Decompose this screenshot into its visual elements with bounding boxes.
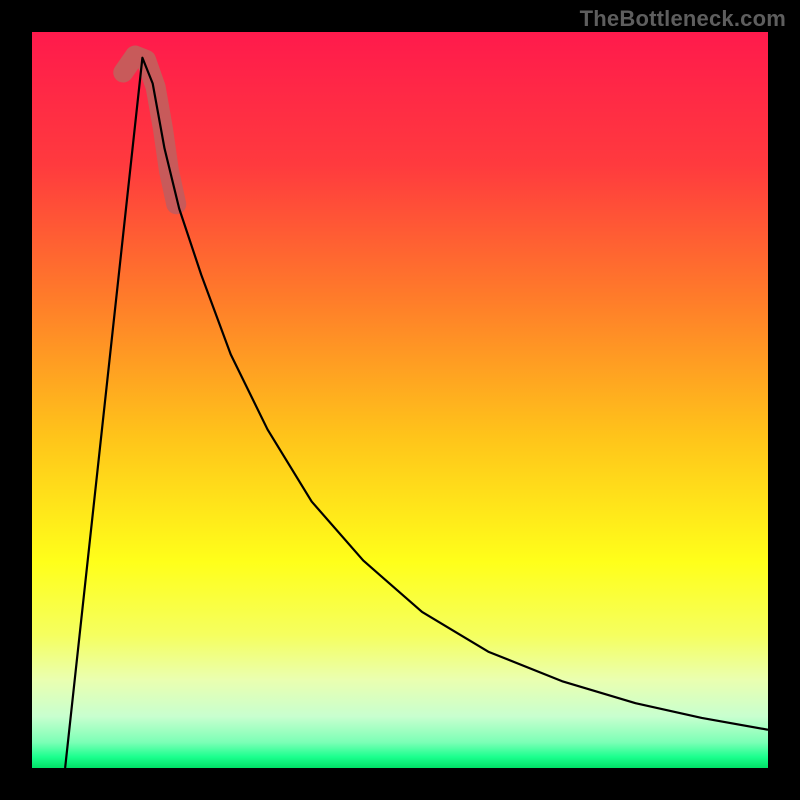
plot-area — [32, 32, 768, 768]
chart-svg — [32, 32, 768, 768]
gradient-background — [32, 32, 768, 768]
chart-frame: TheBottleneck.com — [0, 0, 800, 800]
watermark-text: TheBottleneck.com — [580, 6, 786, 32]
